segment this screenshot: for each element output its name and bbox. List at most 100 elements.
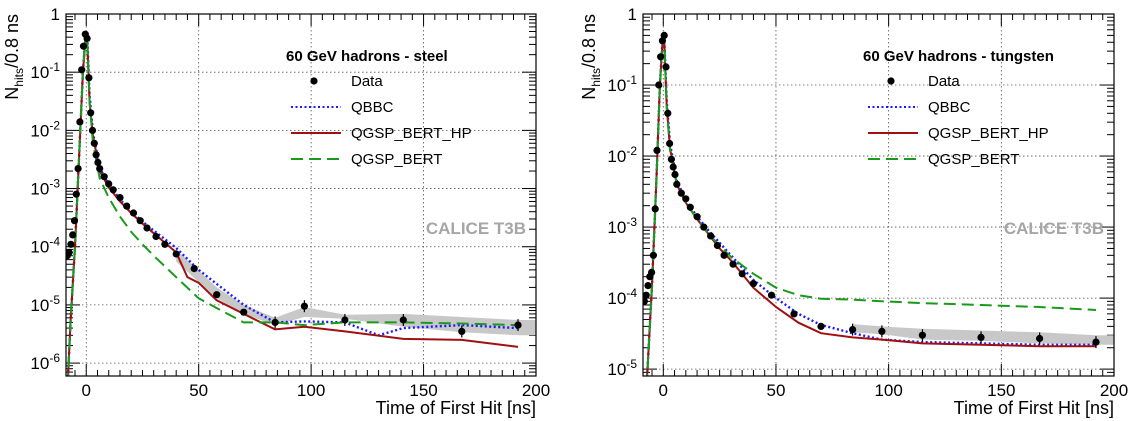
data-point [92, 151, 100, 159]
data-point [673, 180, 681, 188]
legend-label: QGSP_BERT [928, 151, 1019, 168]
y-tick-label: 10-2 [607, 144, 637, 166]
y-tick-label: 10-4 [607, 286, 637, 308]
y-tick-exponent: -3 [626, 215, 637, 229]
data-point [190, 265, 198, 273]
data-point [657, 53, 665, 61]
y-tick-label: 10-4 [30, 235, 60, 257]
series-line-qgsp_bert_hp [67, 36, 519, 376]
chart-steel: 0 50 100 150 20010-610-510-410-310-210-11Tim… [2, 5, 550, 418]
y-tick-mantissa: 10 [607, 76, 626, 95]
data-point [105, 180, 113, 188]
y-axis-title-sub: hits [12, 68, 26, 87]
data-point [109, 186, 117, 194]
y-tick-label: 10-5 [30, 293, 60, 315]
data-point [66, 248, 73, 256]
legend-label: QGSP_BERT_HP [928, 125, 1049, 142]
plot-frame [642, 13, 1115, 377]
legend-label: QBBC [928, 99, 971, 116]
y-tick-label: 10-5 [607, 357, 637, 379]
x-tick-label: 150 [987, 381, 1015, 400]
y-tick-exponent: -1 [626, 73, 637, 87]
y-tick-mantissa: 10 [30, 63, 49, 82]
axis-ticks [643, 13, 1115, 377]
data-point [707, 232, 715, 240]
plot-frame [65, 13, 537, 377]
series-line-qgsp_bert [646, 38, 1097, 376]
data-point [713, 241, 722, 250]
y-tick-mantissa: 10 [607, 360, 626, 379]
y-tick-exponent: -2 [49, 118, 60, 132]
y-tick-label: 1 [51, 5, 60, 24]
y-tick-exponent: -3 [49, 177, 60, 191]
data-point [729, 260, 737, 268]
legend-label: QGSP_BERT_HP [351, 125, 472, 142]
y-tick-mantissa: 10 [30, 180, 49, 199]
data-point [644, 282, 652, 290]
data-point [767, 291, 776, 299]
watermark-label: CALICE T3B [426, 219, 526, 238]
y-axis-title-sub: hits [589, 68, 603, 87]
y-tick-exponent: -1 [49, 60, 60, 74]
data-point [72, 190, 80, 198]
x-tick-label: 150 [409, 381, 437, 400]
data-point [96, 165, 104, 173]
data-point [74, 165, 82, 173]
data-point [79, 42, 88, 50]
plot-area [66, 30, 536, 376]
y-tick-exponent: -4 [49, 235, 60, 249]
data-point [123, 202, 131, 210]
data-point [655, 81, 663, 89]
x-axis-title: Time of First Hit [ns] [376, 398, 536, 418]
data-point [85, 74, 93, 82]
data-point [129, 209, 138, 217]
y-tick-mantissa: 10 [30, 121, 49, 140]
y-axis-title: Nhits/0.8 ns [2, 14, 26, 100]
y-tick-label: 10-1 [30, 60, 60, 82]
watermark-label: CALICE T3B [1004, 219, 1104, 238]
y-axis-title-main: N [2, 87, 22, 100]
data-point [667, 155, 676, 163]
data-point [136, 217, 144, 225]
y-axis-title-rest: /0.8 ns [2, 14, 22, 68]
data-point [749, 280, 758, 288]
data-point [651, 205, 659, 213]
data-point [240, 308, 248, 316]
grid [643, 13, 1115, 376]
data-point [76, 118, 84, 126]
y-tick-label: 10-2 [30, 118, 60, 140]
x-tick-label: 100 [297, 381, 325, 400]
y-axis-title-main: N [579, 87, 599, 100]
y-tick-mantissa: 10 [30, 238, 49, 257]
x-tick-label: 50 [189, 381, 208, 400]
legend-marker-data [887, 77, 895, 85]
y-tick-mantissa: 10 [30, 354, 49, 373]
y-tick-mantissa: 10 [607, 289, 626, 308]
x-axis-title: Time of First Hit [ns] [954, 398, 1114, 418]
legend-title: 60 GeV hadrons - tungsten [863, 48, 1054, 65]
data-point [143, 224, 151, 232]
data-point [152, 232, 160, 241]
y-tick-mantissa: 10 [607, 147, 626, 166]
data-point [643, 291, 650, 299]
y-tick-mantissa: 10 [607, 218, 626, 237]
data-point [69, 231, 77, 239]
y-tick-exponent: -5 [49, 293, 60, 307]
data-point [817, 322, 825, 330]
y-axis-title-rest: /0.8 ns [579, 14, 599, 68]
data-point [660, 31, 668, 39]
data-point [643, 297, 648, 305]
legend-label: QGSP_BERT [351, 151, 442, 168]
data-point [700, 223, 708, 231]
x-tick-label: 0 [82, 381, 91, 400]
data-point [790, 310, 798, 318]
plot-area [643, 31, 1114, 376]
legend-label: Data [351, 73, 383, 90]
x-tick-label: 200 [522, 381, 550, 400]
y-tick-label: 10-3 [607, 215, 637, 237]
data-point [70, 217, 79, 225]
data-point [78, 66, 86, 74]
data-point [693, 213, 701, 221]
